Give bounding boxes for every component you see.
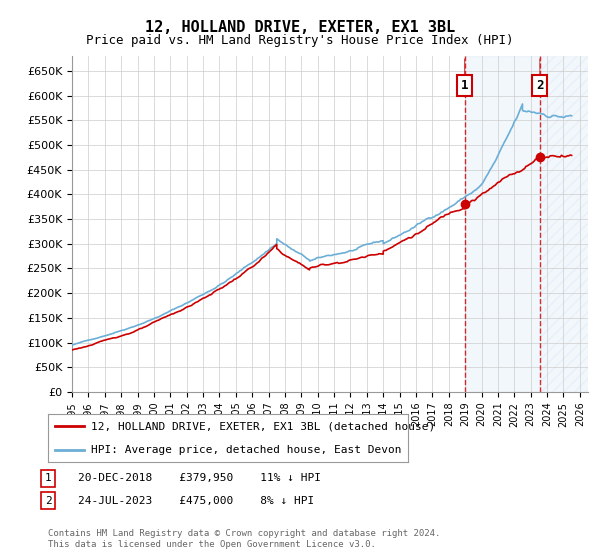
Text: 1: 1 — [44, 473, 52, 483]
Text: Price paid vs. HM Land Registry's House Price Index (HPI): Price paid vs. HM Land Registry's House … — [86, 34, 514, 46]
Bar — [464, 56, 540, 392]
Text: 24-JUL-2023    £475,000    8% ↓ HPI: 24-JUL-2023 £475,000 8% ↓ HPI — [78, 496, 314, 506]
Text: 2: 2 — [536, 79, 544, 92]
Text: 2: 2 — [44, 496, 52, 506]
Text: HPI: Average price, detached house, East Devon: HPI: Average price, detached house, East… — [91, 445, 402, 455]
Text: 1: 1 — [461, 79, 469, 92]
Bar — [540, 56, 588, 392]
Text: 12, HOLLAND DRIVE, EXETER, EX1 3BL (detached house): 12, HOLLAND DRIVE, EXETER, EX1 3BL (deta… — [91, 421, 436, 431]
Text: 20-DEC-2018    £379,950    11% ↓ HPI: 20-DEC-2018 £379,950 11% ↓ HPI — [78, 473, 321, 483]
Text: 12, HOLLAND DRIVE, EXETER, EX1 3BL: 12, HOLLAND DRIVE, EXETER, EX1 3BL — [145, 20, 455, 35]
Text: Contains HM Land Registry data © Crown copyright and database right 2024.
This d: Contains HM Land Registry data © Crown c… — [48, 529, 440, 549]
